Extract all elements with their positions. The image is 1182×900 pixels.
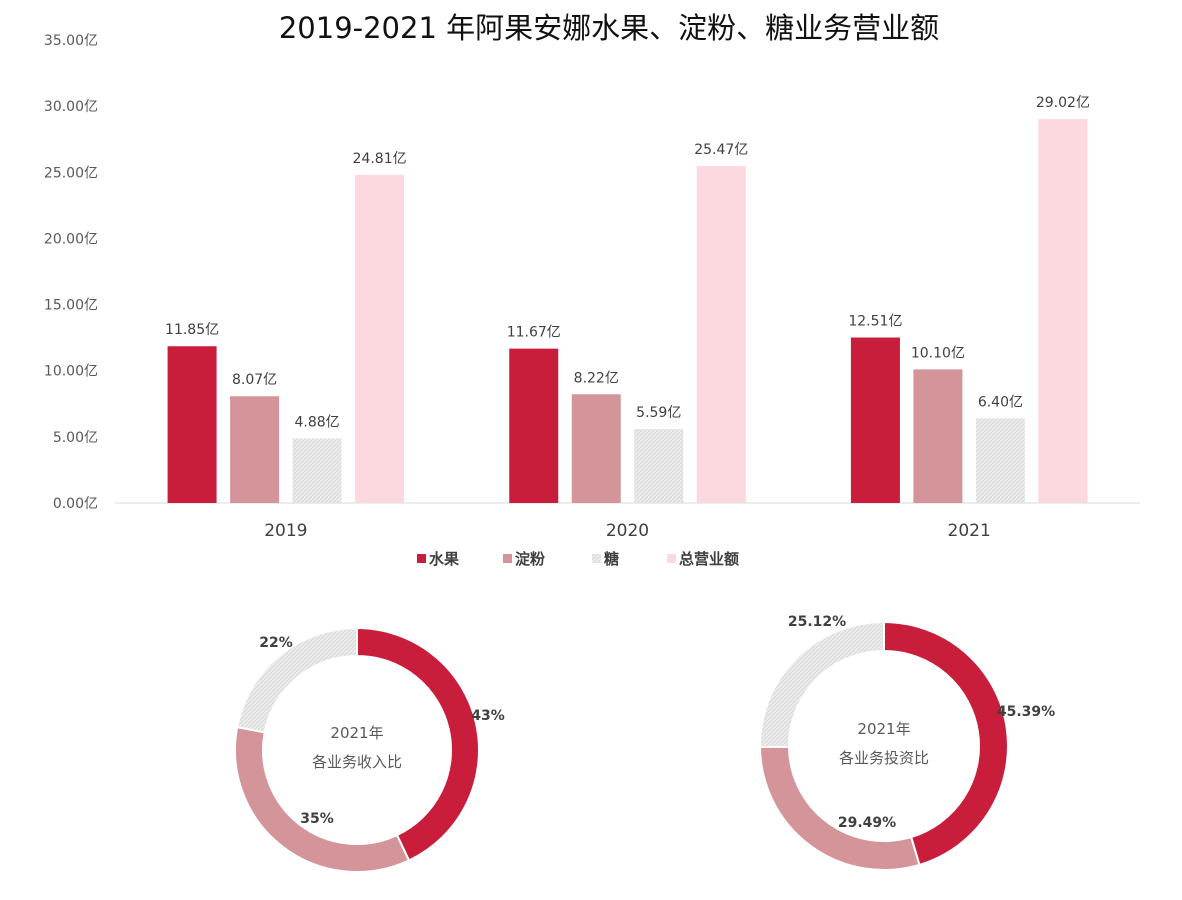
- donut-data-label: 29.49%: [838, 815, 896, 831]
- y-tick-label: 5.00亿: [53, 430, 98, 446]
- y-tick-label: 30.00亿: [44, 99, 98, 115]
- chart-title: 2019-2021 年阿果安娜水果、淀粉、糖业务营业额: [279, 11, 939, 45]
- donut-slice-糖: [235, 626, 358, 734]
- bar-data-label: 8.07亿: [232, 372, 277, 388]
- legend-label: 水果: [429, 550, 460, 568]
- bar-data-label: 25.47亿: [694, 142, 748, 158]
- bar-data-label: 6.40亿: [978, 394, 1023, 410]
- donut-slice-糖: [759, 620, 885, 748]
- bar-水果-2020: [509, 348, 559, 503]
- y-tick-label: 0.00亿: [53, 496, 98, 512]
- legend-label: 淀粉: [515, 550, 545, 568]
- legend-swatch-糖: [592, 554, 601, 563]
- bar-糖-2019: [292, 438, 342, 503]
- y-tick-label: 25.00亿: [44, 165, 98, 181]
- donut-data-label: 43%: [471, 708, 505, 724]
- legend-swatch-水果: [417, 554, 426, 563]
- bar-糖-2020: [634, 429, 684, 503]
- bar-总营业额-2021: [1038, 119, 1088, 503]
- bar-水果-2021: [850, 337, 900, 503]
- donut-center-text: 2021年: [857, 720, 910, 738]
- donut-data-label: 25.12%: [788, 614, 846, 630]
- bar-chart: 0.00亿 5.00亿 10.00亿 15.00亿 20.00亿 25.00亿 30.00亿…: [44, 33, 1140, 568]
- bar-data-label: 8.22亿: [574, 370, 619, 386]
- donut-center-text: 2021年: [330, 724, 383, 742]
- x-tick-label: 2021: [948, 521, 991, 541]
- legend-swatch-总营业额: [667, 554, 676, 563]
- x-tick-label: 2019: [264, 521, 307, 541]
- bar-data-label: 11.85亿: [165, 322, 219, 338]
- bar-总营业额-2020: [696, 166, 746, 503]
- bar-data-label: 12.51亿: [848, 314, 902, 330]
- x-tick-label: 2020: [606, 521, 649, 541]
- legend-label: 糖: [604, 550, 619, 568]
- y-tick-label: 10.00亿: [44, 364, 98, 380]
- bar-data-label: 4.88亿: [294, 414, 339, 430]
- bar-总营业额-2019: [355, 174, 405, 504]
- bar-data-label: 10.10亿: [911, 345, 965, 361]
- donut-slice-淀粉: [234, 725, 411, 873]
- donut-data-label: 45.39%: [997, 704, 1055, 720]
- legend-swatch-淀粉: [503, 554, 512, 563]
- donut-center-text: 各业务收入比: [312, 753, 402, 771]
- donut-slice-水果: [883, 620, 1009, 867]
- donut-slice-水果: [356, 626, 480, 862]
- bar-data-label: 24.81亿: [353, 151, 407, 167]
- bar-data-label: 11.67亿: [507, 325, 561, 341]
- y-tick-label: 20.00亿: [44, 231, 98, 247]
- bar-糖-2021: [975, 418, 1025, 503]
- bar-水果-2019: [167, 346, 217, 503]
- bar-淀粉-2019: [230, 396, 280, 503]
- bar-data-label: 29.02亿: [1036, 95, 1090, 111]
- legend-label: 总营业额: [679, 550, 739, 568]
- donut-center-text: 各业务投资比: [839, 749, 929, 767]
- y-tick-label: 15.00亿: [44, 298, 98, 314]
- bar-淀粉-2021: [913, 369, 963, 503]
- donut-data-label: 22%: [259, 635, 293, 651]
- y-tick-label: 35.00亿: [44, 33, 98, 49]
- donut-data-label: 35%: [300, 811, 334, 827]
- bar-淀粉-2020: [571, 394, 621, 503]
- bar-data-label: 5.59亿: [636, 405, 681, 421]
